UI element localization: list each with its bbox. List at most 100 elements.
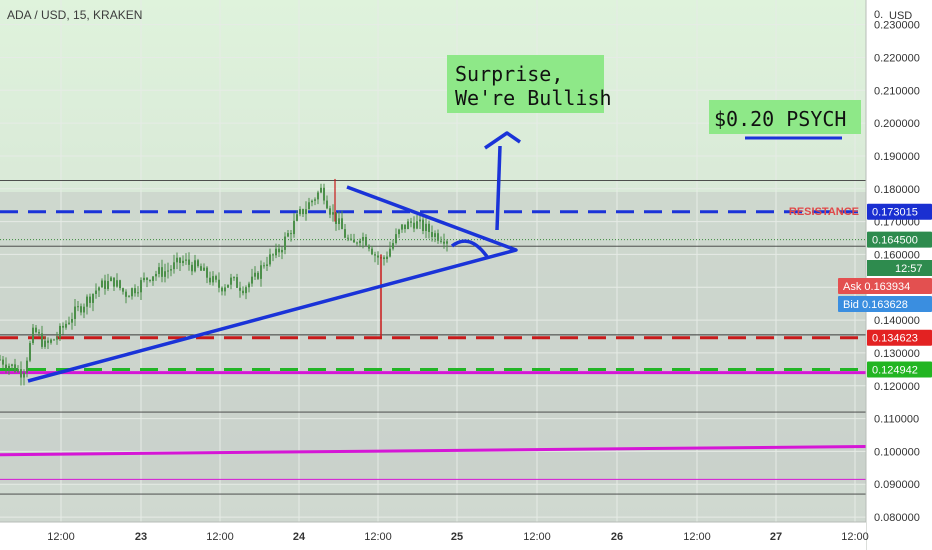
candle-body — [332, 212, 334, 215]
candle-body — [140, 280, 142, 293]
candle-body — [308, 202, 310, 210]
candle-body — [131, 288, 133, 297]
time-tick-label: 25 — [451, 531, 463, 543]
candle-body — [305, 209, 307, 215]
candle-body — [149, 279, 151, 281]
candle-body — [314, 199, 316, 201]
candle-body — [179, 257, 181, 263]
candle-body — [269, 254, 271, 265]
candle-body — [101, 280, 103, 288]
time-tick-label: 24 — [293, 531, 306, 543]
candle-body — [107, 281, 109, 289]
resistance-label: RESISTANCE — [789, 206, 859, 218]
price-tick-label: 0.140000 — [874, 315, 920, 327]
countdown-tag: 12:57 — [895, 263, 923, 275]
candle-body — [68, 322, 70, 324]
candle-body — [20, 369, 22, 378]
candle-body — [143, 277, 145, 281]
candle-body — [59, 325, 61, 338]
candle-body — [86, 296, 88, 307]
candle-body — [251, 276, 253, 284]
price-tick-label: 0.110000 — [874, 414, 919, 426]
candle-body — [287, 233, 289, 237]
candle-body — [446, 241, 448, 244]
time-tick-label: 26 — [611, 531, 623, 543]
red-level-tag: 0.134623 — [872, 333, 918, 345]
green-level-tag-bg — [867, 361, 932, 378]
candle-body — [194, 260, 196, 272]
green-level-tag: 0.124942 — [872, 365, 918, 377]
candle-body — [29, 343, 31, 361]
candle-body — [134, 288, 136, 294]
time-tick-label: 12:00 — [47, 531, 75, 543]
candle-body — [92, 293, 94, 303]
candle-body — [245, 287, 247, 294]
candle-body — [212, 276, 214, 283]
last-price-tag: 0.164500 — [872, 235, 918, 247]
candle-body — [404, 224, 406, 230]
candle-body — [227, 284, 229, 288]
candle-body — [344, 229, 346, 238]
triangle-pattern — [27, 185, 518, 383]
time-tick-label: 12:00 — [364, 531, 392, 543]
candle-body — [182, 260, 184, 263]
candle-body — [434, 233, 436, 237]
candle-body — [389, 248, 391, 257]
candle-body — [53, 339, 55, 341]
candle-body — [422, 219, 424, 231]
candle-body — [416, 221, 418, 229]
candle-body — [254, 272, 256, 277]
candle-body — [398, 229, 400, 235]
grid — [0, 0, 866, 522]
candle-body — [359, 240, 361, 244]
candle-body — [260, 265, 262, 279]
candle-body — [56, 337, 58, 340]
countdown-tag-bg — [867, 260, 932, 276]
candle-body — [395, 234, 397, 244]
candle-body — [353, 239, 355, 243]
candle-body — [119, 280, 121, 289]
time-tick-label: 12:00 — [206, 531, 234, 543]
candle-body — [32, 327, 34, 344]
candle-body — [443, 241, 445, 244]
price-tick-label: 0.100000 — [874, 446, 920, 458]
candle-body — [200, 266, 202, 271]
candle-body — [95, 290, 97, 294]
candle-body — [248, 283, 250, 288]
candle-body — [50, 339, 52, 343]
candle-body — [161, 267, 163, 277]
candle-body — [128, 296, 130, 298]
candle-body — [293, 220, 295, 235]
time-tick-label: 12:00 — [683, 531, 711, 543]
candle-body — [281, 249, 283, 253]
candle-body — [17, 369, 19, 372]
price-tick-label: 0.130000 — [874, 348, 920, 360]
candle-body — [272, 254, 274, 256]
candle-body — [419, 219, 421, 222]
time-axis[interactable]: 12:00 23 12:00 24 12:00 25 12:00 26 12:00 27 12:00 — [0, 521, 869, 550]
candle-body — [215, 276, 217, 280]
candle-body — [209, 277, 211, 283]
blue-level-tag: 0.173015 — [872, 207, 918, 219]
candle-body — [266, 264, 268, 266]
candle-body — [299, 209, 301, 215]
candle-body — [2, 359, 4, 365]
price-tick-label: 0.090000 — [874, 479, 920, 491]
candle-body — [257, 272, 259, 279]
candle-body — [326, 200, 328, 209]
candle-body — [401, 224, 403, 230]
candle-body — [203, 267, 205, 271]
price-tick-label: 0.210000 — [874, 85, 920, 97]
candle-body — [230, 277, 232, 285]
candle-body — [290, 233, 292, 235]
price-tick-label: 0.200000 — [874, 118, 920, 130]
candle-body — [338, 218, 340, 224]
candle-body — [347, 237, 349, 239]
candle-body — [368, 245, 370, 249]
drawings — [27, 131, 842, 383]
candle-body — [413, 222, 415, 229]
candle-body — [116, 280, 118, 287]
candle-body — [11, 364, 13, 366]
